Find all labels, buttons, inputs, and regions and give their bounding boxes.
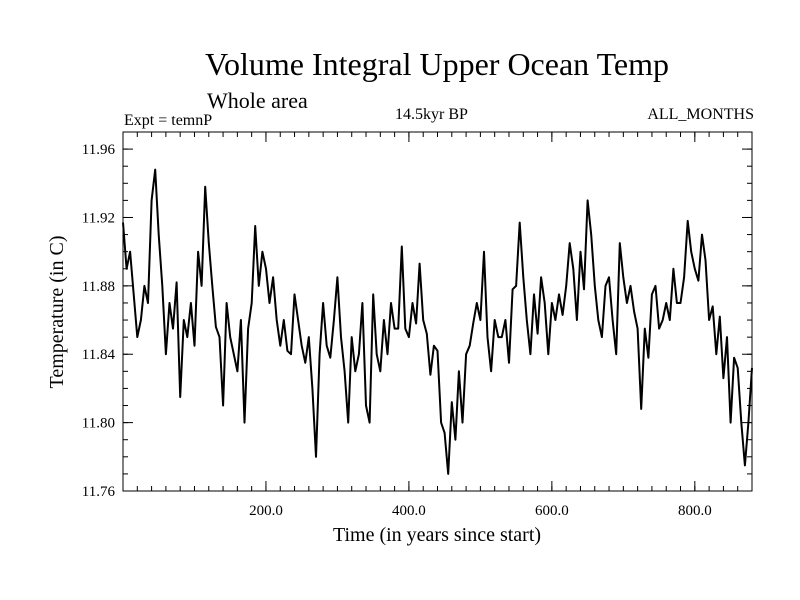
x-tick-label: 400.0 xyxy=(392,503,426,519)
y-tick-label: 11.80 xyxy=(82,416,115,432)
y-axis-label: Temperature (in C) xyxy=(46,236,68,389)
y-tick-label: 11.84 xyxy=(82,347,116,363)
chart-subtitle: Whole area xyxy=(207,88,308,113)
x-axis-label: Time (in years since start) xyxy=(333,524,541,546)
y-tick-label: 11.92 xyxy=(82,210,115,226)
y-tick-label: 11.76 xyxy=(82,484,116,500)
tick-labels: 11.76 11.80 11.84 11.88 11.92 11.96 200.0 400.0… xyxy=(82,142,712,519)
y-tick-label: 11.96 xyxy=(82,142,116,158)
series-line-temnP xyxy=(122,168,753,475)
chart-title: Volume Integral Upper Ocean Temp xyxy=(205,46,669,82)
plot-frame xyxy=(122,131,753,492)
experiment-label: Expt = temnP xyxy=(124,112,213,129)
x-tick-label: 600.0 xyxy=(535,503,569,519)
period-label: 14.5kyr BP xyxy=(395,106,468,123)
months-label: ALL_MONTHS xyxy=(647,106,754,123)
x-tick-label: 200.0 xyxy=(249,503,283,519)
x-tick-label: 800.0 xyxy=(678,503,712,519)
y-tick-label: 11.88 xyxy=(82,279,115,295)
